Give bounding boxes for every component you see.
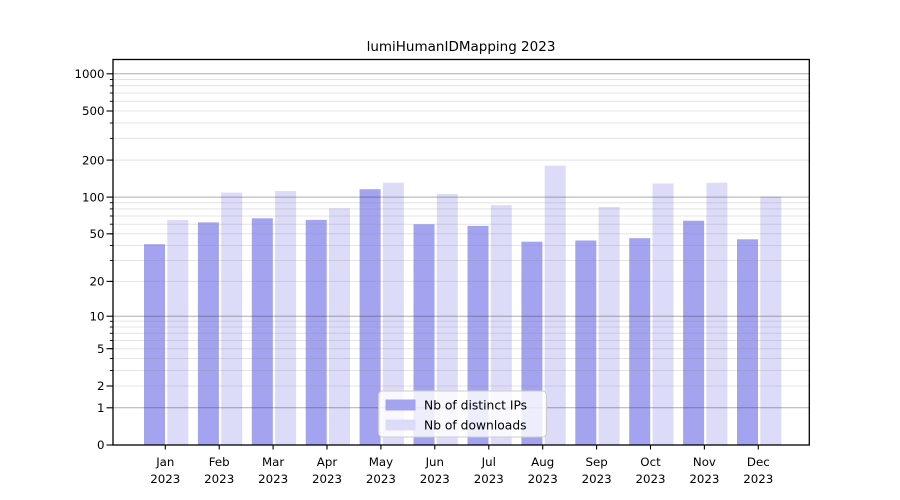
bar-distinct-ips-nov xyxy=(683,220,705,445)
x-tick-label-year: 2023 xyxy=(689,472,719,486)
x-tick-label-month: Feb xyxy=(209,455,230,469)
x-tick-label-month: Mar xyxy=(262,455,284,469)
x-tick-label-month: Nov xyxy=(693,455,716,469)
x-tick-label-year: 2023 xyxy=(150,472,180,486)
x-tick-label-year: 2023 xyxy=(258,472,288,486)
bar-distinct-ips-jan xyxy=(144,244,165,445)
y-tick-label: 2 xyxy=(97,379,105,393)
x-tick-label-year: 2023 xyxy=(420,472,450,486)
bar-distinct-ips-oct xyxy=(629,238,651,445)
y-tick-label: 20 xyxy=(89,275,104,289)
y-tick-label: 10 xyxy=(89,309,104,323)
bar-downloads-feb xyxy=(221,192,243,445)
bar-distinct-ips-feb xyxy=(197,222,219,445)
bar-distinct-ips-jun xyxy=(413,224,435,445)
y-tick-label: 50 xyxy=(89,227,104,241)
bar-distinct-ips-dec xyxy=(737,239,758,445)
bar-distinct-ips-sep xyxy=(575,240,597,445)
y-tick-label: 200 xyxy=(82,153,105,167)
bar-distinct-ips-mar xyxy=(251,218,273,445)
legend: Nb of distinct IPs Nb of downloads xyxy=(378,390,547,438)
legend-label-downloads: Nb of downloads xyxy=(424,419,527,433)
x-tick-label-year: 2023 xyxy=(528,472,558,486)
x-tick-label-year: 2023 xyxy=(474,472,504,486)
x-tick-label-year: 2023 xyxy=(204,472,234,486)
bar-downloads-mar xyxy=(275,191,297,445)
x-tick-label-year: 2023 xyxy=(582,472,612,486)
bar-distinct-ips-jul xyxy=(467,225,489,445)
bar-downloads-jul xyxy=(490,205,512,445)
y-tick-label: 5 xyxy=(97,342,105,356)
plot-frame xyxy=(112,58,810,446)
axes-layer: 0 1 2 5 10 20 50 100 200 500 1000 Jan 2023 Feb 2023 Mar… xyxy=(74,58,810,486)
y-tick-label: 500 xyxy=(82,104,105,118)
x-tick-label-month: Oct xyxy=(640,455,661,469)
x-tick-label-year: 2023 xyxy=(312,472,342,486)
bar-downloads-nov xyxy=(706,182,728,445)
x-tick-label-year: 2023 xyxy=(366,472,396,486)
x-tick-label-month: Jun xyxy=(425,455,444,469)
bar-distinct-ips-may xyxy=(359,189,381,445)
x-tick-label-month: Jul xyxy=(481,455,496,469)
chart-title: lumiHumanIDMapping 2023 xyxy=(367,39,556,55)
legend-swatch-distinct-ips xyxy=(385,399,416,411)
bar-downloads-aug xyxy=(544,165,566,445)
bar-downloads-oct xyxy=(652,183,674,445)
bar-downloads-jan xyxy=(167,219,189,445)
bar-downloads-jun xyxy=(436,194,458,445)
y-tick-label: 100 xyxy=(82,190,105,204)
x-tick-label-month: May xyxy=(369,455,393,469)
gridlines-layer xyxy=(113,73,810,409)
bar-downloads-dec xyxy=(760,196,782,445)
legend-box xyxy=(378,390,547,438)
y-tick-label: 1000 xyxy=(74,67,104,81)
x-tick-label-month: Sep xyxy=(585,455,607,469)
legend-swatch-downloads xyxy=(385,419,416,431)
x-tick-label-month: Dec xyxy=(747,455,770,469)
x-tick-label-year: 2023 xyxy=(743,472,773,486)
y-tick-label: 0 xyxy=(97,438,105,452)
x-tick-label-month: Apr xyxy=(317,455,338,469)
x-tick-label-month: Aug xyxy=(531,455,554,469)
x-tick-label-month: Jan xyxy=(155,455,174,469)
bar-downloads-apr xyxy=(329,208,350,445)
bar-downloads-sep xyxy=(598,207,620,445)
legend-label-distinct-ips: Nb of distinct IPs xyxy=(424,399,527,413)
bar-downloads-may xyxy=(382,182,404,445)
x-tick-label-year: 2023 xyxy=(635,472,665,486)
y-tick-label: 1 xyxy=(97,401,105,415)
bar-distinct-ips-apr xyxy=(305,219,327,445)
